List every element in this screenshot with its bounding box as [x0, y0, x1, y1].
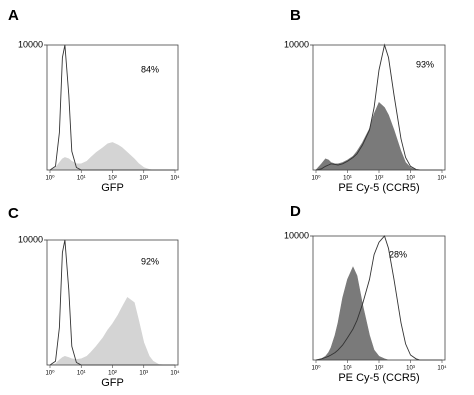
x-tick-label: 10⁴: [437, 175, 447, 182]
x-tick-label: 10⁰: [45, 370, 55, 377]
filled-histogram: [315, 101, 442, 171]
x-tick-label: 10⁰: [311, 175, 321, 182]
x-tick-label: 10⁰: [45, 175, 55, 182]
filled-histogram: [315, 266, 442, 361]
x-tick-label: 10²: [375, 366, 384, 372]
percent-annotation: 92%: [141, 256, 159, 266]
y-tick-label: 10000: [18, 234, 43, 244]
x-axis-label: PE Cy-5 (CCR5): [338, 182, 419, 194]
x-tick-label: 10³: [139, 371, 148, 377]
x-tick-label: 10³: [406, 366, 415, 372]
percent-annotation: 84%: [141, 64, 159, 74]
x-tick-label: 10¹: [343, 366, 352, 372]
x-tick-label: 10⁴: [437, 365, 447, 372]
x-tick-label: 10⁰: [311, 365, 321, 372]
x-tick-label: 10²: [375, 176, 384, 182]
x-tick-label: 10¹: [77, 371, 86, 377]
x-tick-label: 10¹: [343, 176, 352, 182]
percent-annotation: 28%: [389, 249, 407, 259]
x-tick-label: 10²: [108, 371, 117, 377]
panel-label: B: [290, 7, 301, 24]
panel-label: D: [290, 203, 301, 220]
y-tick-label: 10000: [18, 39, 43, 49]
x-tick-label: 10²: [108, 176, 117, 182]
x-tick-label: 10³: [406, 176, 415, 182]
percent-annotation: 93%: [416, 59, 434, 69]
x-tick-label: 10³: [139, 176, 148, 182]
x-axis-label: PE Cy-5 (CCR5): [338, 372, 419, 384]
y-tick-label: 10000: [284, 230, 309, 240]
panel-label: C: [8, 205, 19, 222]
panel-label: A: [8, 7, 19, 24]
x-tick-label: 10⁴: [170, 175, 180, 182]
filled-histogram: [49, 297, 175, 366]
x-tick-label: 10⁴: [170, 370, 180, 377]
x-axis-label: GFP: [101, 377, 124, 389]
filled-histogram: [49, 142, 175, 171]
x-axis-label: GFP: [101, 182, 124, 194]
y-tick-label: 10000: [284, 39, 309, 49]
x-tick-label: 10¹: [77, 176, 86, 182]
